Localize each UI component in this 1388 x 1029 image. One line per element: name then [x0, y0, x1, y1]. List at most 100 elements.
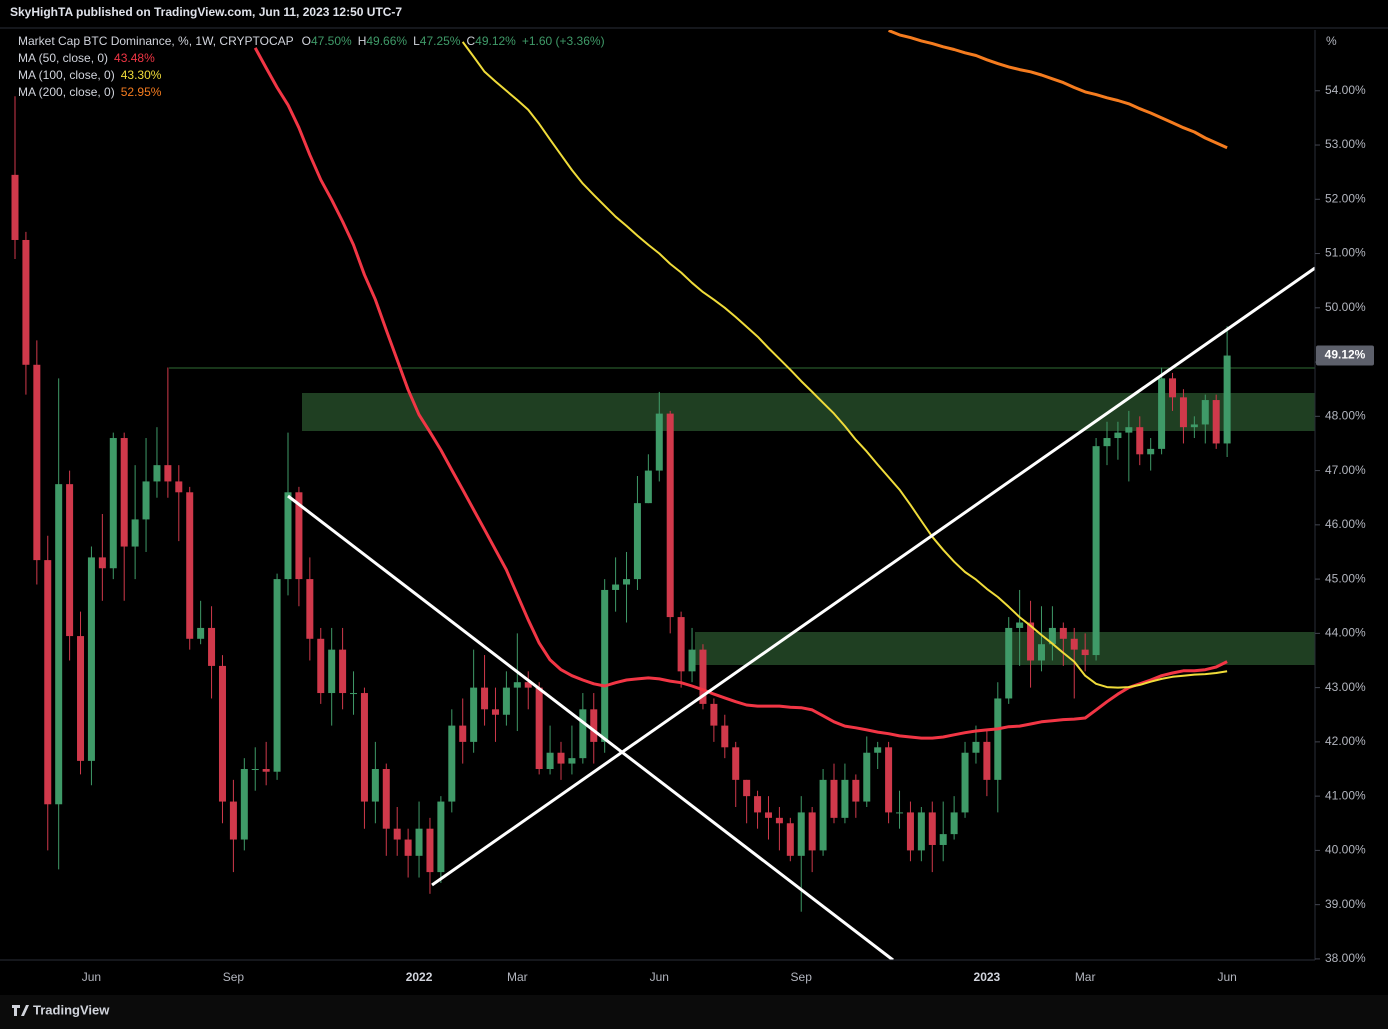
zone [695, 632, 1315, 665]
candle-body [240, 769, 248, 840]
y-tick-label: 40.00% [1325, 843, 1366, 857]
y-tick-label: 47.00% [1325, 463, 1366, 477]
y-tick-label: 41.00% [1325, 788, 1366, 802]
overlays [253, 30, 1228, 740]
candle-body [1223, 355, 1231, 444]
candle-body [33, 364, 41, 561]
candle-body [546, 752, 554, 770]
candle-body [339, 649, 347, 694]
price-tag-label: 49.12% [1325, 348, 1366, 362]
candle-body [251, 769, 259, 771]
candle-body [644, 470, 652, 504]
candle-body [775, 817, 783, 824]
ohlc-label: L [413, 34, 420, 48]
candle-body [874, 747, 882, 753]
ma-name: MA (50, close, 0) [18, 51, 108, 65]
candle-body [1179, 397, 1187, 428]
candle-body [852, 779, 860, 802]
candle-body [1059, 627, 1067, 639]
candle-body [98, 557, 106, 569]
candle-body [950, 812, 958, 835]
candle-body [1081, 649, 1089, 656]
candle-body [404, 839, 412, 856]
candle-body [513, 682, 521, 688]
candle-body [743, 779, 751, 797]
candle-body [699, 649, 707, 704]
candle-body [1136, 427, 1144, 455]
ohlc-label: H [358, 34, 367, 48]
candle-body [1048, 627, 1056, 645]
ma-value: 43.30% [121, 68, 162, 82]
candle-body [655, 413, 663, 471]
brand: TradingView [33, 1002, 110, 1017]
candle-body [896, 812, 904, 814]
ma-legend-entry: MA (50, close, 0) 43.48% [18, 51, 155, 65]
candle-body [524, 682, 532, 688]
ma-value: 52.95% [121, 85, 162, 99]
x-tick-label: Sep [223, 970, 245, 984]
candle-body [917, 812, 925, 851]
candle-body [1027, 622, 1035, 661]
candle-body [819, 779, 827, 851]
brand-logo [12, 1005, 29, 1016]
ohlc-value: 47.50% [311, 34, 352, 48]
ma-legend: MA (50, close, 0) 43.48% MA (100, close, 0… [18, 51, 162, 99]
ma-value: 43.48% [114, 51, 155, 65]
candle-body [841, 779, 849, 818]
candle-body [448, 725, 456, 802]
ohlc-label: C [466, 34, 475, 48]
candle-body [579, 709, 587, 759]
candle-body [120, 438, 128, 547]
candle-body [928, 812, 936, 845]
legend: Market Cap BTC Dominance, %, 1W, CRYPTOC… [18, 34, 605, 48]
ohlc-value: 47.25% [420, 34, 461, 48]
candle-body [1037, 644, 1045, 661]
ohlc-value: 49.66% [366, 34, 407, 48]
footer [0, 995, 1388, 1029]
candle-body [382, 769, 390, 829]
candle-body [612, 584, 620, 590]
candle-body [437, 801, 445, 873]
drawings [169, 367, 1315, 665]
candle-body [426, 828, 434, 873]
candle-body [481, 687, 489, 710]
candle-body [906, 812, 914, 851]
ma-name: MA (200, close, 0) [18, 85, 115, 99]
y-tick-label: 53.00% [1325, 137, 1366, 151]
trend-lines [287, 266, 1315, 960]
ma-name: MA (100, close, 0) [18, 68, 115, 82]
candle-body [601, 589, 609, 742]
candle-body [350, 693, 358, 695]
candle-body [87, 557, 95, 761]
candle-body [1016, 622, 1024, 628]
y-tick-label: 38.00% [1325, 951, 1366, 965]
candle-body [688, 649, 696, 672]
candle-body [590, 709, 598, 742]
candle-body [721, 725, 729, 748]
candle-body [371, 769, 379, 802]
candle-body [557, 752, 565, 764]
candle-body [295, 492, 303, 580]
x-tick-label: Sep [791, 970, 813, 984]
candle-body [863, 752, 871, 802]
candle-body [273, 579, 281, 772]
candle-body [1201, 400, 1209, 425]
candle-body [109, 438, 117, 569]
candle-body [885, 747, 893, 813]
candle-body [1125, 427, 1133, 433]
candle-body [262, 769, 270, 772]
legend-title: Market Cap BTC Dominance, %, 1W, CRYPTOC… [18, 34, 294, 48]
ma-legend-entry: MA (100, close, 0) 43.30% [18, 68, 162, 82]
candle-body [786, 823, 794, 856]
candle-body [186, 492, 194, 639]
ohlc-label: O [302, 34, 311, 48]
candle-body [393, 828, 401, 840]
candle-body [535, 687, 543, 770]
axis-unit: % [1326, 34, 1337, 48]
candle-body [153, 465, 161, 482]
candle-body [459, 725, 467, 742]
candle-body [502, 687, 510, 715]
y-tick-label: 52.00% [1325, 191, 1366, 205]
